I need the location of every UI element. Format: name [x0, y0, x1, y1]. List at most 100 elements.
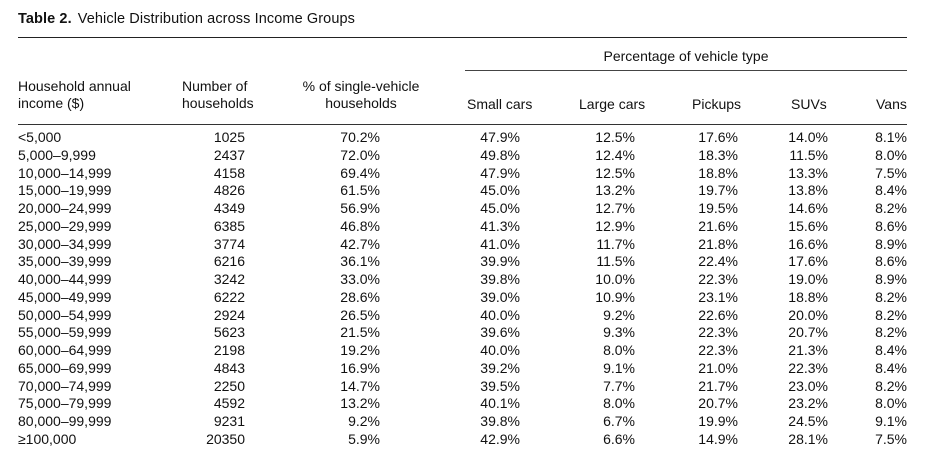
- vans-cell: 8.1%: [875, 129, 907, 145]
- suvs-cell: 14.6%: [788, 200, 828, 216]
- single-vehicle-cell: 56.9%: [340, 200, 380, 216]
- vans-cell: 8.4%: [875, 359, 907, 376]
- table-row: 30,000–34,999 3774 42.7% 41.0% 11.7% 21.8% 16.…: [0, 236, 931, 254]
- header-income-line1: Household annual: [18, 78, 131, 94]
- table-row: 40,000–44,999 3242 33.0% 39.8% 10.0% 22.3% 19.…: [0, 271, 931, 289]
- table-row: 25,000–29,999 6385 46.8% 41.3% 12.9% 21.6% 15.…: [0, 218, 931, 236]
- income-cell: 35,000–39,999: [18, 253, 112, 270]
- suvs-cell: 20.7%: [788, 324, 828, 341]
- suvs-cell: 22.3%: [788, 359, 828, 376]
- small-cars-cell: 39.5%: [480, 377, 520, 394]
- households-cell: 20350: [206, 430, 245, 447]
- vans-cell: 8.9%: [875, 271, 907, 287]
- single-vehicle-cell: 46.8%: [340, 217, 380, 234]
- suvs-cell: 16.6%: [788, 235, 828, 252]
- vans-cell: 8.2%: [875, 306, 907, 323]
- single-vehicle-cell: 16.9%: [340, 359, 380, 376]
- single-vehicle-cell: 70.2%: [340, 129, 380, 145]
- pickups-cell: 21.8%: [698, 235, 738, 252]
- large-cars-cell: 12.5%: [595, 164, 635, 181]
- small-cars-cell: 47.9%: [480, 164, 520, 181]
- header-pickups: Pickups: [692, 96, 742, 112]
- households-cell: 2924: [213, 306, 245, 323]
- caption-label: Table 2.: [18, 11, 72, 27]
- vans-cell: 8.9%: [875, 235, 907, 252]
- households-cell: 4349: [213, 200, 245, 216]
- suvs-cell: 14.0%: [788, 129, 828, 145]
- pickups-cell: 22.4%: [698, 253, 738, 270]
- small-cars-cell: 47.9%: [480, 129, 520, 145]
- income-cell: ≥100,000: [18, 430, 77, 447]
- small-cars-cell: 41.3%: [480, 217, 520, 234]
- single-vehicle-cell: 5.9%: [348, 430, 380, 447]
- pickups-cell: 22.3%: [698, 324, 738, 341]
- suvs-cell: 24.5%: [788, 413, 828, 429]
- small-cars-cell: 39.0%: [480, 288, 520, 305]
- large-cars-cell: 9.3%: [603, 324, 635, 341]
- suvs-cell: 19.0%: [788, 271, 828, 287]
- vans-cell: 8.6%: [875, 253, 907, 270]
- suvs-cell: 13.8%: [788, 182, 828, 199]
- income-cell: 65,000–69,999: [18, 359, 112, 376]
- income-cell: 10,000–14,999: [18, 164, 112, 181]
- single-vehicle-cell: 13.2%: [340, 395, 380, 412]
- header-households: Number of households: [182, 78, 254, 112]
- header-households-line1: Number of: [182, 78, 248, 94]
- table-row: ≥100,000 20350 5.9% 42.9% 6.6% 14.9% 28.1% 7.5%: [0, 431, 931, 449]
- table-row: 20,000–24,999 4349 56.9% 45.0% 12.7% 19.5% 14.…: [0, 200, 931, 218]
- households-cell: 3774: [213, 235, 245, 252]
- income-cell: 70,000–74,999: [18, 377, 112, 394]
- table-row: 10,000–14,999 4158 69.4% 47.9% 12.5% 18.8% 13.…: [0, 165, 931, 183]
- table-row: 80,000–99,999 9231 9.2% 39.8% 6.7% 19.9% 24.5%…: [0, 413, 931, 431]
- group-header: Percentage of vehicle type: [603, 48, 769, 64]
- single-vehicle-cell: 9.2%: [348, 413, 380, 429]
- pickups-cell: 19.7%: [698, 182, 738, 199]
- pickups-cell: 22.3%: [698, 271, 738, 287]
- group-rule: [465, 70, 907, 71]
- income-cell: 80,000–99,999: [18, 413, 112, 429]
- suvs-cell: 15.6%: [788, 217, 828, 234]
- income-cell: 30,000–34,999: [18, 235, 112, 252]
- vans-cell: 8.0%: [875, 395, 907, 412]
- single-vehicle-cell: 19.2%: [340, 342, 380, 358]
- households-cell: 5623: [213, 324, 245, 341]
- header-vans: Vans: [876, 96, 907, 112]
- income-cell: <5,000: [18, 129, 62, 145]
- large-cars-cell: 9.2%: [603, 306, 635, 323]
- income-cell: 50,000–54,999: [18, 306, 112, 323]
- large-cars-cell: 10.9%: [595, 288, 635, 305]
- header-rule: [18, 124, 907, 125]
- pickups-cell: 18.3%: [698, 146, 738, 163]
- small-cars-cell: 39.8%: [480, 413, 520, 429]
- vans-cell: 8.2%: [875, 324, 907, 341]
- large-cars-cell: 10.0%: [595, 271, 635, 287]
- pickups-cell: 21.0%: [698, 359, 738, 376]
- small-cars-cell: 42.9%: [480, 430, 520, 447]
- pickups-cell: 22.6%: [698, 306, 738, 323]
- households-cell: 2198: [213, 342, 245, 358]
- suvs-cell: 13.3%: [788, 164, 828, 181]
- pickups-cell: 19.9%: [698, 413, 738, 429]
- households-cell: 2437: [213, 146, 245, 163]
- small-cars-cell: 39.9%: [480, 253, 520, 270]
- caption-title: Vehicle Distribution across Income Group…: [77, 11, 356, 27]
- pickups-cell: 14.9%: [698, 430, 738, 447]
- table-row: 65,000–69,999 4843 16.9% 39.2% 9.1% 21.0% 22.3…: [0, 360, 931, 378]
- vans-cell: 8.2%: [875, 288, 907, 305]
- header-income: Household annual income ($): [18, 78, 131, 112]
- pickups-cell: 23.1%: [698, 288, 738, 305]
- header-small-cars: Small cars: [467, 96, 533, 112]
- pickups-cell: 21.7%: [698, 377, 738, 394]
- suvs-cell: 28.1%: [788, 430, 828, 447]
- pickups-cell: 21.6%: [698, 217, 738, 234]
- large-cars-cell: 8.0%: [603, 342, 635, 358]
- table-caption: Table 2. Vehicle Distribution across Inco…: [18, 11, 355, 27]
- small-cars-cell: 49.8%: [480, 146, 520, 163]
- top-rule: [18, 37, 907, 39]
- table-row: 75,000–79,999 4592 13.2% 40.1% 8.0% 20.7% 23.2…: [0, 395, 931, 413]
- vans-cell: 8.2%: [875, 200, 907, 216]
- vans-cell: 8.0%: [875, 146, 907, 163]
- large-cars-cell: 6.7%: [603, 413, 635, 429]
- vans-cell: 8.4%: [875, 342, 907, 358]
